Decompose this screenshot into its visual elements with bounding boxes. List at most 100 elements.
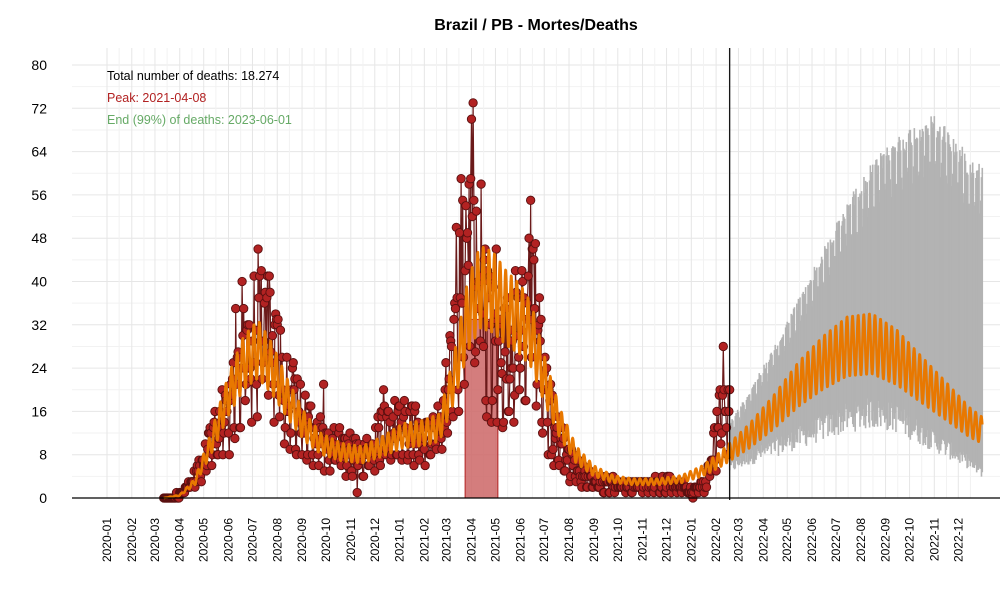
- x-tick-label-7: 2020-08: [270, 518, 284, 562]
- x-tick-label-16: 2021-05: [488, 518, 502, 562]
- observed-point: [487, 395, 497, 406]
- observed-point: [534, 293, 545, 303]
- observed-point: [273, 314, 283, 325]
- observed-point: [530, 238, 541, 249]
- x-tick-label-6: 2020-07: [245, 518, 259, 562]
- x-tick-label-13: 2021-02: [417, 518, 431, 562]
- observed-point: [256, 266, 266, 276]
- observed-point: [461, 201, 471, 211]
- observed-point: [505, 374, 515, 384]
- observed-point: [456, 174, 466, 184]
- observed-point: [466, 114, 477, 124]
- y-tick-label-6: 48: [31, 230, 47, 246]
- annotation-peak-date: Peak: 2021-04-08: [107, 91, 206, 105]
- observed-point: [459, 379, 469, 389]
- x-tick-label-9: 2020-10: [319, 518, 333, 562]
- observed-point: [347, 471, 358, 481]
- observed-point: [441, 358, 451, 368]
- observed-point: [517, 266, 527, 276]
- observed-point: [463, 260, 473, 270]
- x-tick-label-14: 2021-03: [440, 518, 454, 562]
- observed-point: [399, 395, 410, 406]
- x-tick-label-11: 2020-12: [368, 518, 382, 562]
- x-tick-label-25: 2022-02: [709, 518, 723, 562]
- y-tick-label-7: 56: [31, 187, 47, 203]
- observed-point: [315, 412, 326, 422]
- x-tick-label-28: 2022-05: [780, 518, 794, 562]
- observed-point: [300, 390, 310, 400]
- annotation-end-date: End (99%) of deaths: 2023-06-01: [107, 113, 292, 127]
- observed-point: [224, 450, 234, 460]
- y-tick-label-9: 72: [31, 100, 47, 116]
- observed-point: [500, 347, 510, 357]
- observed-point: [295, 379, 306, 389]
- observed-point: [362, 433, 372, 444]
- observed-point: [414, 455, 425, 465]
- observed-point: [374, 422, 384, 433]
- observed-point: [716, 439, 726, 449]
- observed-point: [448, 412, 458, 422]
- annotation-total-deaths: Total number of deaths: 18.274: [107, 69, 279, 83]
- observed-point: [196, 477, 206, 487]
- observed-point: [352, 487, 362, 498]
- observed-point: [518, 276, 528, 287]
- observed-point: [462, 228, 473, 238]
- observed-point: [275, 412, 285, 422]
- x-tick-label-1: 2020-02: [125, 518, 139, 562]
- observed-point: [231, 303, 241, 314]
- chart-title: Brazil / PB - Mortes/Deaths: [434, 17, 638, 34]
- observed-point: [370, 466, 380, 476]
- observed-point: [263, 390, 274, 400]
- observed-point: [230, 433, 240, 444]
- observed-point: [314, 460, 324, 471]
- observed-point: [247, 417, 257, 427]
- observed-point: [442, 428, 453, 438]
- observed-point: [223, 428, 234, 438]
- x-tick-label-23: 2021-12: [660, 518, 674, 562]
- observed-point: [269, 417, 279, 427]
- observed-point: [454, 228, 465, 238]
- observed-point: [514, 385, 525, 395]
- observed-point: [509, 417, 519, 427]
- x-tick-label-24: 2022-01: [684, 518, 698, 562]
- observed-point: [420, 460, 430, 471]
- fitted-series-line: [162, 245, 984, 500]
- x-tick-label-30: 2022-07: [829, 518, 843, 562]
- observed-point: [450, 303, 461, 314]
- observed-point: [235, 422, 246, 433]
- observed-point: [721, 422, 732, 433]
- observed-point: [286, 428, 296, 438]
- observed-point: [521, 395, 531, 406]
- x-tick-label-5: 2020-06: [222, 518, 236, 562]
- x-tick-label-26: 2022-03: [731, 518, 745, 562]
- observed-point: [469, 195, 479, 205]
- observed-point: [240, 395, 250, 406]
- observed-point: [207, 460, 217, 471]
- x-tick-label-19: 2021-08: [562, 518, 576, 562]
- observed-point: [491, 244, 501, 254]
- observed-point: [523, 271, 533, 281]
- observed-point: [426, 450, 436, 460]
- x-tick-label-20: 2021-09: [587, 518, 601, 562]
- observed-point: [454, 406, 464, 417]
- observed-point: [280, 422, 290, 433]
- observed-point: [375, 460, 386, 471]
- observed-point: [478, 341, 489, 352]
- x-tick-label-0: 2020-01: [100, 518, 114, 562]
- observed-point: [504, 406, 514, 417]
- observed-point: [466, 174, 476, 184]
- observed-point: [358, 471, 369, 481]
- y-tick-labels: 0 8 16 24 32 40 48 56 64 72 80: [31, 57, 47, 506]
- observed-point: [378, 385, 389, 395]
- observed-point: [718, 341, 728, 352]
- x-tick-label-29: 2022-06: [805, 518, 819, 562]
- observed-point: [496, 358, 506, 368]
- observed-point: [470, 358, 480, 368]
- observed-point: [548, 444, 558, 454]
- y-tick-label-4: 32: [31, 317, 47, 333]
- observed-point: [529, 303, 540, 314]
- observed-point: [529, 255, 539, 265]
- observed-point: [279, 439, 290, 449]
- observed-point: [471, 206, 481, 216]
